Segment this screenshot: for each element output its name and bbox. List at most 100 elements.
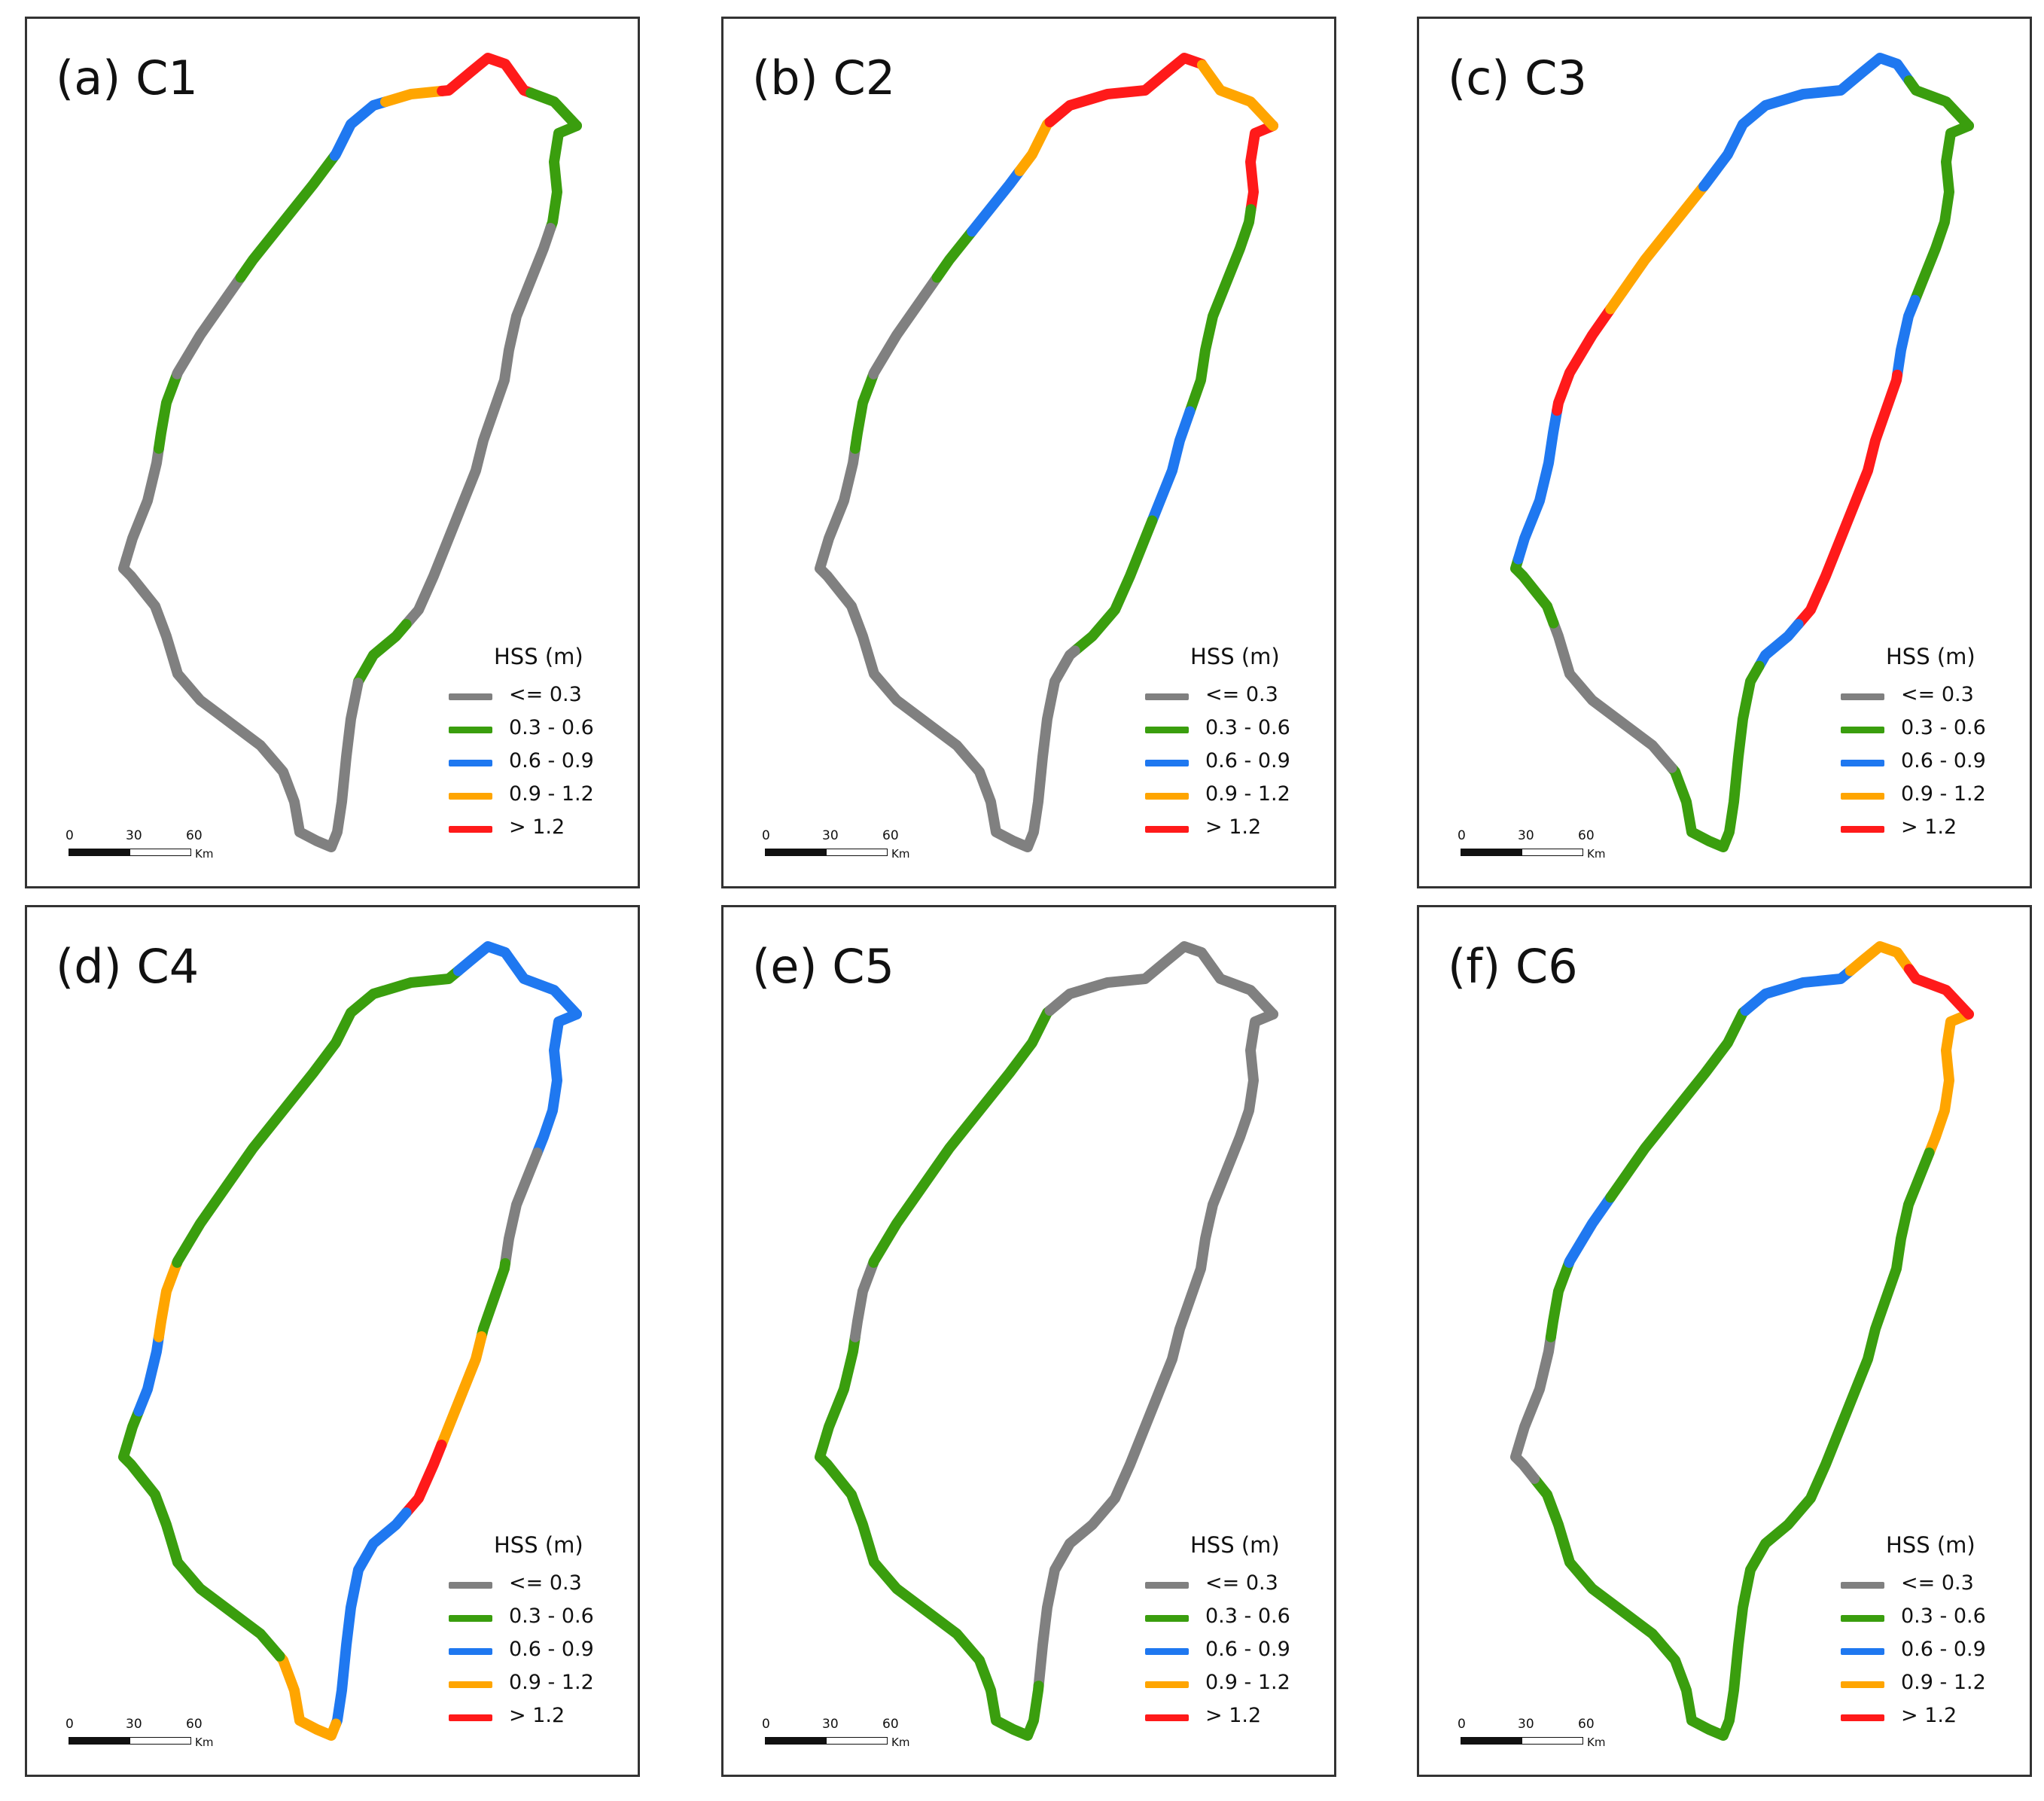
coastline-segment: [120, 443, 164, 565]
coastline-segment: [118, 1406, 285, 1662]
scale-unit-label: Km: [891, 847, 910, 861]
legend-item: <= 0.3: [1841, 680, 2036, 713]
legend-label: 0.9 - 1.2: [1901, 1671, 1986, 1694]
legend-item: 0.9 - 1.2: [449, 779, 644, 812]
legend-swatch: [449, 1582, 492, 1589]
scale-segment-black: [765, 849, 827, 856]
legend-label: > 1.2: [1205, 1704, 1262, 1727]
legend-label: 0.3 - 0.6: [509, 716, 594, 739]
scale-tick-label: 60: [882, 1717, 899, 1732]
legend-swatch: [1841, 826, 1884, 833]
scale-unit-label: Km: [1587, 1735, 1606, 1749]
legend-label: 0.6 - 0.9: [1205, 749, 1290, 773]
legend-item: 0.9 - 1.2: [1145, 779, 1341, 812]
coastline-map: [1510, 53, 1974, 852]
legend-swatch: [449, 1615, 492, 1622]
scale-tick-label: 30: [1518, 1717, 1534, 1732]
legend-label: 0.9 - 1.2: [1205, 1671, 1290, 1694]
legend-swatch: [1145, 693, 1189, 700]
legend-label: 0.3 - 0.6: [509, 1604, 594, 1628]
coastline-segment: [1698, 53, 1915, 192]
panel-title: (c) C3: [1448, 50, 1587, 105]
legend-swatch: [449, 727, 492, 733]
coastline-segment: [1014, 117, 1056, 176]
coastline-segment: [1903, 75, 1974, 131]
legend-title: HSS (m): [1886, 1532, 1975, 1558]
legend-label: 0.6 - 0.9: [1901, 749, 1986, 773]
coastline-segment: [1196, 59, 1278, 131]
legend-label: <= 0.3: [1205, 1571, 1278, 1595]
coastline-segment: [1723, 1147, 1935, 1729]
legend-label: > 1.2: [509, 815, 565, 839]
legend-swatch: [449, 1714, 492, 1721]
legend-swatch: [449, 1648, 492, 1655]
scale-tick-label: 60: [1578, 828, 1595, 843]
legend-swatch: [1841, 1648, 1884, 1655]
legend-item: 0.3 - 0.6: [1841, 1601, 2036, 1635]
scale-tick-label: 30: [822, 828, 839, 843]
legend-swatch: [1841, 793, 1884, 800]
scale-bar: 0 30 60 Km: [65, 828, 249, 873]
map-panel: (a) C1 HSS (m) <= 0.3 0.3 - 0.6 0.6 - 0.9 0.9…: [25, 17, 640, 888]
legend-label: 0.6 - 0.9: [509, 1638, 594, 1661]
coastline-segment: [217, 678, 364, 852]
coastline-segment: [331, 1507, 412, 1729]
legend-swatch: [1841, 1582, 1884, 1589]
coastline-segment: [118, 553, 228, 722]
coastline-segment: [1044, 53, 1208, 128]
legend-item: 0.9 - 1.2: [449, 1668, 644, 1701]
coastline-segment: [274, 1650, 342, 1741]
legend-item: <= 0.3: [1145, 680, 1341, 713]
coastline-segment: [525, 87, 582, 131]
map-panel: (b) C2 HSS (m) <= 0.3 0.3 - 0.6 0.6 - 0.9 0.9…: [721, 17, 1336, 888]
legend-item: <= 0.3: [1145, 1568, 1341, 1601]
legend-item: 0.9 - 1.2: [1841, 1668, 2036, 1701]
legend-label: <= 0.3: [1901, 1571, 1974, 1595]
legend-title: HSS (m): [494, 644, 583, 669]
panel-title: (a) C1: [56, 50, 198, 105]
legend-title: HSS (m): [494, 1532, 583, 1558]
legend-item: <= 0.3: [1841, 1568, 2036, 1601]
coastline-segment: [1529, 1473, 1734, 1741]
scale-segment-black: [1461, 1737, 1522, 1745]
coastline-segment: [172, 272, 246, 379]
scale-tick-label: 0: [762, 828, 770, 843]
legend: HSS (m) <= 0.3 0.3 - 0.6 0.6 - 0.9 0.9 - 1.2…: [1841, 644, 2036, 846]
scale-tick-label: 60: [1578, 1717, 1595, 1732]
legend-label: <= 0.3: [1901, 683, 1974, 706]
coastline-segment: [1903, 964, 1974, 1019]
coastline-segment: [1044, 941, 1278, 1019]
legend-item: <= 0.3: [449, 680, 644, 713]
coastline-segment: [352, 619, 412, 689]
legend-swatch: [449, 793, 492, 800]
legend-label: 0.6 - 0.9: [509, 749, 594, 773]
coastline-segment: [153, 1257, 183, 1342]
legend-swatch: [1145, 1714, 1189, 1721]
scale-bar: 0 30 60 Km: [65, 1717, 249, 1762]
legend: HSS (m) <= 0.3 0.3 - 0.6 0.6 - 0.9 0.9 - 1.2…: [1841, 1532, 2036, 1734]
legend-label: > 1.2: [1901, 815, 1957, 839]
legend-label: > 1.2: [1901, 1704, 1957, 1727]
scale-segment-white: [129, 849, 191, 856]
legend-label: 0.6 - 0.9: [1901, 1638, 1986, 1661]
scale-bar: 0 30 60 Km: [762, 1717, 946, 1762]
legend-item: 0.6 - 0.9: [449, 1635, 644, 1668]
coastline-segment: [931, 226, 978, 283]
legend-label: > 1.2: [509, 1704, 565, 1727]
legend-item: 0.3 - 0.6: [449, 1601, 644, 1635]
coastline-segment: [985, 1681, 1044, 1741]
coastline-segment: [437, 53, 537, 99]
coastline-segment: [1605, 181, 1709, 315]
panel-title: (f) C6: [1448, 939, 1578, 994]
coastline-segment: [532, 1009, 582, 1159]
coastline-segment: [1512, 405, 1563, 565]
map-panel: (f) C6 HSS (m) <= 0.3 0.3 - 0.6 0.6 - 0.9 0.9…: [1417, 905, 2032, 1777]
scale-tick-label: 60: [186, 828, 203, 843]
coastline-segment: [380, 85, 448, 108]
legend-swatch: [449, 826, 492, 833]
coastline-segment: [1245, 120, 1278, 215]
legend: HSS (m) <= 0.3 0.3 - 0.6 0.6 - 0.9 0.9 - 1.2…: [449, 644, 644, 846]
coastline-segment: [500, 1147, 543, 1269]
coastline-segment: [815, 443, 1080, 852]
scale-tick-label: 0: [65, 1717, 74, 1732]
